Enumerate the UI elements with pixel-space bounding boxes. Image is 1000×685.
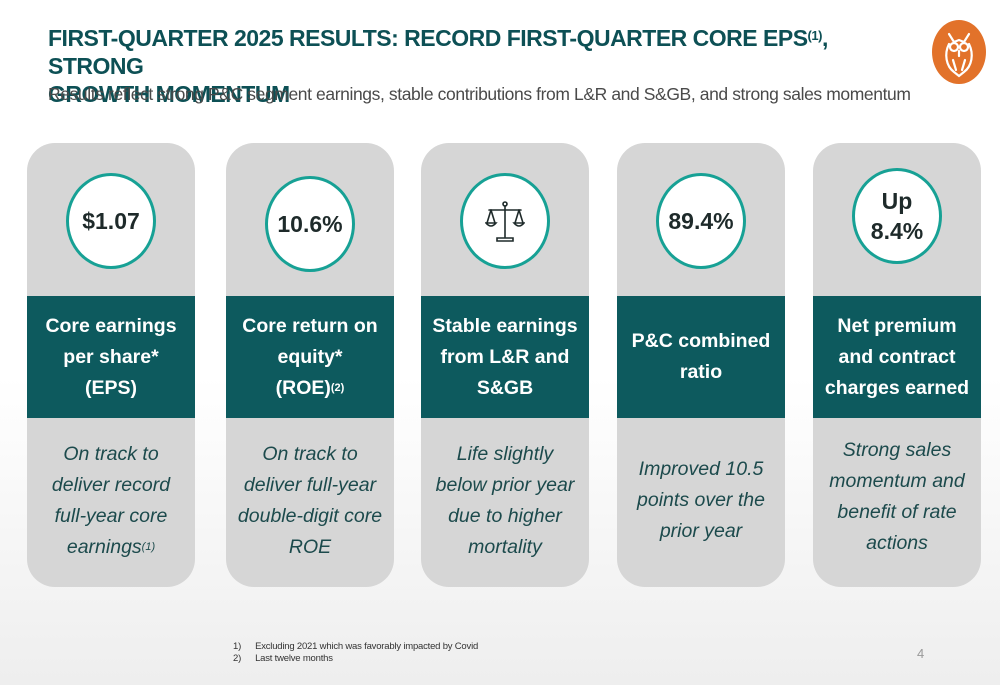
metric-card-roe: 10.6% Core return on equity* (ROE)(2) On… <box>226 143 394 587</box>
band-line: (EPS) <box>84 376 137 399</box>
band-line: Core return on <box>242 314 378 337</box>
metric-card-eps: $1.07 Core earnings per share* (EPS) On … <box>27 143 195 587</box>
band-line: P&C combined <box>631 330 771 352</box>
metric-circle: 89.4% <box>656 173 746 269</box>
footnote-item: 1) Excluding 2021 which was favorably imp… <box>233 641 479 652</box>
metric-label-band: Stable earnings from L&R and S&GB <box>421 296 589 418</box>
metric-label-band: P&C combined ratio <box>617 296 785 418</box>
band-line: S&GB <box>476 376 534 399</box>
metric-card-combined-ratio: 89.4% P&C combined ratio Improved 10.5 p… <box>617 143 785 587</box>
metric-description: Strong sales momentum and benefit of rat… <box>829 439 965 554</box>
metric-value: 10.6% <box>277 211 343 237</box>
page-number: 4 <box>917 646 925 661</box>
metric-circle: 10.6% <box>265 176 355 272</box>
band-line: from L&R and <box>440 345 570 368</box>
metric-description: On track to deliver full-year double-dig… <box>237 443 383 558</box>
metric-label-band: Core earnings per share* (EPS) <box>27 296 195 418</box>
metric-circle: Up 8.4% <box>852 168 942 264</box>
metric-label-band: Net premium and contract charges earned <box>813 296 981 418</box>
metric-value: $1.07 <box>82 208 140 234</box>
band-line: per share* <box>63 345 159 368</box>
page-title: FIRST-QUARTER 2025 RESULTS: RECORD FIRST… <box>48 25 828 107</box>
metric-circle <box>460 173 550 269</box>
band-line: ratio <box>679 361 723 383</box>
metric-value: 89.4% <box>668 208 734 234</box>
page-subtitle: Results reflect strong P&C segment earni… <box>48 84 911 104</box>
band-line: charges earned <box>824 376 970 399</box>
band-line: and contract <box>838 345 956 368</box>
metric-label-band: Core return on equity* (ROE)(2) <box>226 296 394 418</box>
metric-description: Improved 10.5 points over the prior year <box>637 458 765 542</box>
band-line: Core earnings <box>45 314 177 337</box>
band-line: equity* <box>277 345 343 368</box>
metric-value-line1: Up <box>881 188 913 214</box>
metric-description: Life slightly below prior year due to hi… <box>435 443 575 558</box>
metric-card-stable-earnings: Stable earnings from L&R and S&GB Life s… <box>421 143 589 587</box>
band-line: (ROE)(2) <box>275 376 345 399</box>
band-line: Stable earnings <box>432 314 578 337</box>
metric-card-net-premium: Up 8.4% Net premium and contract charges… <box>813 143 981 587</box>
band-line: Net premium <box>837 314 957 337</box>
metric-description: On track to deliver record full-year cor… <box>51 443 171 558</box>
scales-icon <box>485 201 525 242</box>
footnote-item: 2) Last twelve months <box>233 653 333 664</box>
metric-value-line2: 8.4% <box>870 218 924 244</box>
metric-circle: $1.07 <box>66 173 156 269</box>
owl-logo-icon <box>932 20 986 84</box>
footnotes: 1) Excluding 2021 which was favorably imp… <box>233 641 478 665</box>
